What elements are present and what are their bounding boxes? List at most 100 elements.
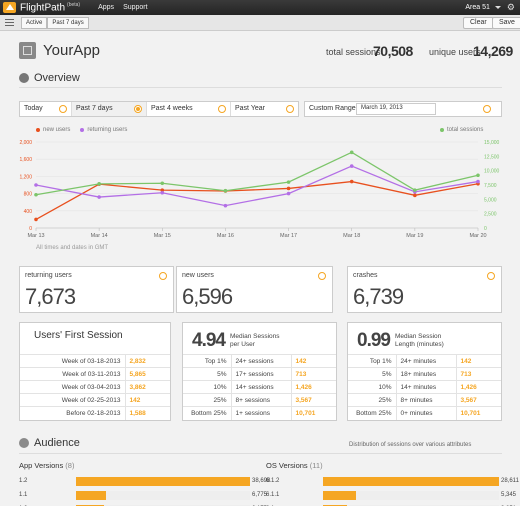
radio-icon[interactable] xyxy=(487,272,495,280)
stat-card-new-users: new users 6,596 xyxy=(176,266,333,313)
first-session-rows: Week of 03-18-2013 2,832 Week of 03-11-20… xyxy=(20,354,170,420)
table-row: 10% 14+ sessions 1,426 xyxy=(183,380,336,394)
data-point xyxy=(286,191,291,196)
users-icon xyxy=(19,438,29,448)
bar-track xyxy=(76,477,250,486)
radio-icon xyxy=(286,105,294,113)
y-left-tick-label: 1,200 xyxy=(19,174,32,180)
legend-dot-icon xyxy=(80,128,85,132)
median-sessions-rows: Top 1% 24+ sessions 142 5% 17+ sessions 713 … xyxy=(183,354,336,420)
range-today[interactable]: Today xyxy=(20,102,72,116)
table-row: 10% 14+ minutes 1,426 xyxy=(348,380,501,394)
legend-total-sessions: total sessions xyxy=(447,127,484,133)
data-point xyxy=(223,203,228,208)
legend-dot-icon xyxy=(36,128,40,132)
data-point xyxy=(223,188,228,193)
unique-users-label: unique users xyxy=(429,47,481,57)
stat-value: 6,739 xyxy=(353,284,404,309)
bar-count: 6,775 xyxy=(252,492,268,498)
flightpath-logo-icon[interactable] xyxy=(3,2,16,13)
series-line-returning-users xyxy=(35,165,479,207)
median-sessions-value: 4.94 xyxy=(192,330,226,351)
legend-returning-users: returning users xyxy=(87,127,128,133)
range-past-7-days[interactable]: Past 7 days xyxy=(72,102,147,116)
chevron-down-icon[interactable] xyxy=(494,6,501,9)
save-button[interactable]: Save xyxy=(492,17,520,29)
radio-icon[interactable] xyxy=(159,272,167,280)
table-row: 25% 8+ sessions 3,567 xyxy=(183,393,336,407)
data-point xyxy=(286,186,291,191)
data-point xyxy=(476,173,480,178)
legend-right: total sessions xyxy=(440,127,483,133)
audience-note: Distribution of sessions over various at… xyxy=(349,442,472,448)
data-point xyxy=(476,179,480,184)
stat-value: 7,673 xyxy=(25,284,76,309)
table-row: Top 1% 24+ minutes 142 xyxy=(348,354,501,368)
y-right-tick-label: 2,500 xyxy=(484,212,497,218)
data-point xyxy=(34,192,38,197)
list-item[interactable]: 1.1 6,775 xyxy=(19,491,290,500)
y-left-tick-label: 800 xyxy=(24,192,33,198)
filter-chip-active[interactable]: Active xyxy=(21,16,48,29)
account-name[interactable]: Area 51 xyxy=(465,4,490,11)
bar-fill xyxy=(76,477,250,486)
calendar-radio-icon[interactable] xyxy=(483,105,491,113)
gear-icon[interactable]: ⚙ xyxy=(506,2,515,12)
range-selector: Today Past 7 days Past 4 weeks Past Year xyxy=(19,101,299,117)
custom-range-label: Custom Range xyxy=(309,105,356,112)
stat-card-crashes: crashes 6,739 xyxy=(347,266,502,313)
table-row: Week of 03-18-2013 2,832 xyxy=(20,354,170,368)
bar-track xyxy=(323,477,499,486)
stat-card-returning-users: returning users 7,673 xyxy=(19,266,174,313)
bar-label: 1.2 xyxy=(19,478,28,484)
bar-fill xyxy=(323,477,499,486)
radio-icon[interactable] xyxy=(318,272,326,280)
y-right-tick-label: 0 xyxy=(484,226,487,232)
unique-users-value: 14,269 xyxy=(473,43,513,59)
table-row: 5% 17+ sessions 713 xyxy=(183,367,336,381)
data-point xyxy=(97,195,101,199)
app-versions-title: App Versions (8) xyxy=(19,461,75,470)
range-past-year[interactable]: Past Year xyxy=(231,102,298,116)
stat-label: returning users xyxy=(25,272,72,279)
x-tick-label: Mar 20 xyxy=(469,233,486,239)
bar-fill xyxy=(323,491,356,500)
median-length-value: 0.99 xyxy=(357,330,391,351)
bar-label: 1.1 xyxy=(19,492,28,498)
stat-label: new users xyxy=(182,272,214,279)
x-tick-label: Mar 17 xyxy=(280,233,297,239)
data-point xyxy=(286,180,291,184)
table-row: Top 1% 24+ sessions 142 xyxy=(183,354,336,368)
range-past-4-weeks[interactable]: Past 4 weeks xyxy=(147,102,231,116)
brand-name[interactable]: FlightPath (beta) xyxy=(20,1,81,14)
data-point xyxy=(349,179,354,184)
radio-selected-icon xyxy=(134,105,142,113)
stat-value: 6,596 xyxy=(182,284,233,309)
data-point xyxy=(34,183,38,187)
support-menu[interactable]: Support xyxy=(123,4,148,11)
table-row: 5% 18+ minutes 713 xyxy=(348,367,501,381)
median-sessions-table: 4.94 Median Sessions per User Top 1% 24+ s… xyxy=(182,322,337,421)
menu-icon[interactable] xyxy=(5,17,14,28)
y-right-tick-label: 15,000 xyxy=(484,140,500,146)
list-item[interactable]: 6.1.2 28,611 xyxy=(266,477,520,486)
bar-fill xyxy=(76,491,107,500)
divider xyxy=(19,453,502,454)
data-point xyxy=(160,188,165,192)
median-length-rows: Top 1% 24+ minutes 142 5% 18+ minutes 713 10… xyxy=(348,354,501,420)
list-item[interactable]: 1.2 38,698 xyxy=(19,477,290,486)
data-point xyxy=(34,217,38,222)
list-item[interactable]: 6.1.1 5,345 xyxy=(266,491,520,500)
y-left-tick-label: 1,600 xyxy=(19,157,32,163)
apps-menu[interactable]: Apps xyxy=(98,4,115,11)
first-session-title: Users' First Session xyxy=(34,330,123,341)
custom-date-input[interactable]: March 19, 2013 xyxy=(356,103,436,115)
series-line-total-sessions xyxy=(35,151,479,196)
clear-button[interactable]: Clear xyxy=(463,17,494,29)
y-right-tick-label: 10,000 xyxy=(484,169,500,175)
x-tick-label: Mar 19 xyxy=(406,233,423,239)
filter-chip-range[interactable]: Past 7 days xyxy=(47,16,89,29)
overview-title: Overview xyxy=(34,72,80,84)
x-tick-label: Mar 15 xyxy=(154,233,171,239)
legend-dot-icon xyxy=(440,128,444,132)
